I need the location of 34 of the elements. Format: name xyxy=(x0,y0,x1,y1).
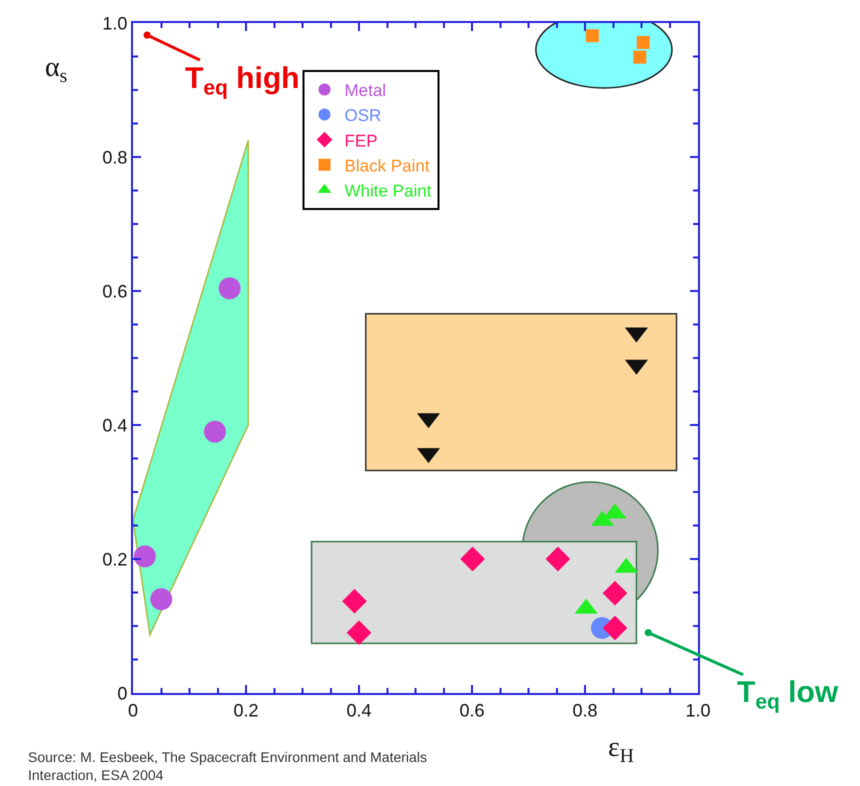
point xyxy=(346,620,372,646)
point xyxy=(633,50,646,64)
legend-label: FEP xyxy=(344,131,378,150)
source-note: Source: M. Eesbeek, The Spacecraft Environment and Materials Interaction, ESA 2004 xyxy=(28,749,427,784)
x-tick-label: 0.8 xyxy=(572,700,598,721)
x-tick-label: 0.2 xyxy=(233,700,259,721)
point xyxy=(546,546,570,572)
y-axis-title: α$_{s}$ xyxy=(45,52,68,87)
annotation: T$_{eq}$ high xyxy=(185,62,300,100)
legend-label: Metal xyxy=(344,81,386,100)
point xyxy=(134,545,156,568)
legend-label: White Paint xyxy=(344,181,432,200)
point xyxy=(342,588,367,614)
legend-label: Black Paint xyxy=(344,156,430,176)
point xyxy=(460,546,485,572)
y-tick-label: 1.0 xyxy=(102,13,128,34)
y-tick-label: 0.6 xyxy=(102,281,128,302)
point xyxy=(586,29,599,42)
point xyxy=(602,616,628,640)
y-tick-label: 0.8 xyxy=(102,147,128,168)
point xyxy=(204,420,226,443)
point xyxy=(636,36,650,49)
point xyxy=(218,277,241,300)
y-tick-label: 0 xyxy=(117,683,128,704)
y-tick-label: 0.2 xyxy=(102,549,128,570)
x-axis-title: ε$_{H}$ xyxy=(608,732,634,767)
x-tick-label: 0.4 xyxy=(346,700,372,721)
x-tick-label: 1.0 xyxy=(685,700,711,721)
y-tick-label: 0.4 xyxy=(102,415,128,436)
legend-label: OSR xyxy=(344,106,382,126)
point xyxy=(150,588,172,610)
x-tick-label: 0.6 xyxy=(459,700,485,721)
annotation: T$_{eq}$ low xyxy=(737,676,839,714)
point xyxy=(602,580,628,606)
